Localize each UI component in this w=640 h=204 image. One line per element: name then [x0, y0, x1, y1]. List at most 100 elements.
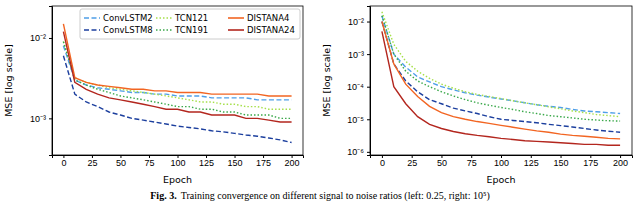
series-line: [382, 16, 620, 114]
caption-label: Fig. 3.: [150, 190, 177, 201]
x-tick-label: 0: [380, 158, 385, 168]
legend-label: DISTANA4: [247, 13, 289, 23]
x-tick-label: 175: [583, 158, 598, 168]
panel: 0 25 50 75 100 125 150 175 200 10⁻³ 10⁻² Epoch MSE […: [3, 6, 304, 185]
plot-area: [382, 12, 620, 145]
x-tick: 100: [494, 155, 509, 168]
y-tick: 10⁻⁴: [347, 82, 370, 92]
legend-box: [80, 9, 300, 39]
x-tick-label: 75: [467, 158, 477, 168]
legend-swatch: [156, 29, 172, 31]
x-axis-title: Epoch: [486, 174, 515, 185]
y-axis-title: MSE [log scale]: [321, 44, 332, 117]
legend-label: ConvLSTM2: [103, 13, 153, 23]
x-tick-label: 150: [228, 158, 243, 168]
x-tick: 50: [116, 155, 126, 168]
x-tick: 175: [583, 155, 598, 168]
x-tick: 75: [144, 155, 154, 168]
legend-label: DISTANA24: [247, 25, 295, 35]
x-tick-label: 25: [407, 158, 417, 168]
figure: 0 25 50 75 100 125 150 175 200 10⁻³ 10⁻² Epoch MSE […: [0, 0, 640, 204]
caption-text: Training convergence on different signal…: [181, 190, 490, 202]
series-line: [63, 46, 291, 100]
y-tick-mark: [367, 54, 370, 55]
legend-label: TCN191: [174, 25, 208, 35]
panel: 0 25 50 75 100 125 150 175 200 10⁻⁶ 10⁻⁵ 10⁻⁴ 10⁻³ 10…: [321, 6, 633, 185]
y-tick: 10⁻³: [30, 114, 52, 124]
series-line: [382, 22, 620, 139]
x-tick-label: 100: [494, 158, 509, 168]
series-line: [63, 42, 291, 119]
legend-swatch: [156, 17, 172, 19]
x-axis: 0 25 50 75 100 125 150 175 200: [371, 155, 633, 168]
x-tick: 125: [199, 155, 214, 168]
y-axis: 10⁻³ 10⁻²: [30, 7, 53, 156]
y-axis-line: [49, 7, 53, 156]
legend-swatch: [228, 29, 244, 31]
series-line: [382, 22, 620, 133]
x-tick: 150: [554, 155, 569, 168]
legend-swatch: [84, 29, 100, 31]
plot-frame: [52, 6, 303, 155]
legend-label: ConvLSTM8: [103, 25, 153, 35]
x-tick-label: 175: [256, 158, 271, 168]
x-tick-label: 100: [170, 158, 185, 168]
x-tick-label: 0: [61, 158, 66, 168]
series-line: [382, 16, 620, 121]
x-tick-label: 50: [437, 158, 447, 168]
y-tick: 10⁻³: [348, 49, 370, 59]
y-tick-label: 10⁻⁴: [347, 82, 364, 92]
y-axis-title: MSE [log scale]: [3, 44, 14, 117]
x-tick-label: 200: [613, 158, 628, 168]
x-tick-label: 150: [554, 158, 569, 168]
y-tick: 10⁻⁶: [347, 147, 370, 157]
x-tick: 0: [380, 155, 385, 168]
legend-label: TCN121: [174, 13, 208, 23]
x-tick: 200: [285, 155, 300, 168]
caption: Fig. 3. Training convergence on different…: [150, 190, 489, 202]
plot-frame: [370, 6, 632, 155]
y-tick: 10⁻²: [30, 33, 52, 43]
series-line: [63, 56, 291, 143]
y-tick-mark: [367, 22, 370, 23]
x-tick-label: 75: [144, 158, 154, 168]
y-tick-mark: [367, 119, 370, 120]
y-tick-label: 10⁻³: [30, 114, 46, 124]
y-tick-label: 10⁻⁶: [347, 147, 364, 157]
y-tick-label: 10⁻⁵: [347, 115, 364, 125]
y-tick: 10⁻⁵: [347, 115, 370, 125]
x-tick-label: 50: [116, 158, 126, 168]
x-tick: 150: [228, 155, 243, 168]
x-tick: 125: [524, 155, 539, 168]
x-tick-label: 200: [285, 158, 300, 168]
y-tick-mark: [367, 87, 370, 88]
legend: ConvLSTM2 ConvLSTM8 TCN121 TCN191 DISTANA4 DI…: [80, 9, 300, 39]
x-tick: 25: [407, 155, 417, 168]
series-line: [382, 12, 620, 117]
x-tick: 100: [170, 155, 185, 168]
x-tick: 0: [61, 155, 66, 168]
x-tick: 75: [467, 155, 477, 168]
y-tick-mark: [49, 118, 52, 119]
y-tick: 10⁻²: [348, 17, 370, 27]
x-axis: 0 25 50 75 100 125 150 175 200: [53, 155, 304, 168]
legend-swatch: [228, 17, 244, 19]
x-tick: 25: [87, 155, 97, 168]
y-tick-label: 10⁻²: [30, 33, 46, 43]
x-tick-label: 125: [524, 158, 539, 168]
y-tick-label: 10⁻³: [348, 49, 364, 59]
series-line: [63, 32, 291, 122]
x-tick: 50: [437, 155, 447, 168]
y-axis-line: [367, 7, 371, 156]
y-tick-mark: [49, 38, 52, 39]
legend-swatch: [84, 17, 100, 19]
y-tick-label: 10⁻²: [348, 17, 364, 27]
x-tick: 175: [256, 155, 271, 168]
series-line: [382, 31, 620, 145]
y-tick-mark: [367, 152, 370, 153]
x-tick: 200: [613, 155, 628, 168]
x-tick-label: 125: [199, 158, 214, 168]
plot-area: [63, 24, 291, 143]
x-tick-label: 25: [87, 158, 97, 168]
x-axis-title: Epoch: [163, 174, 192, 185]
